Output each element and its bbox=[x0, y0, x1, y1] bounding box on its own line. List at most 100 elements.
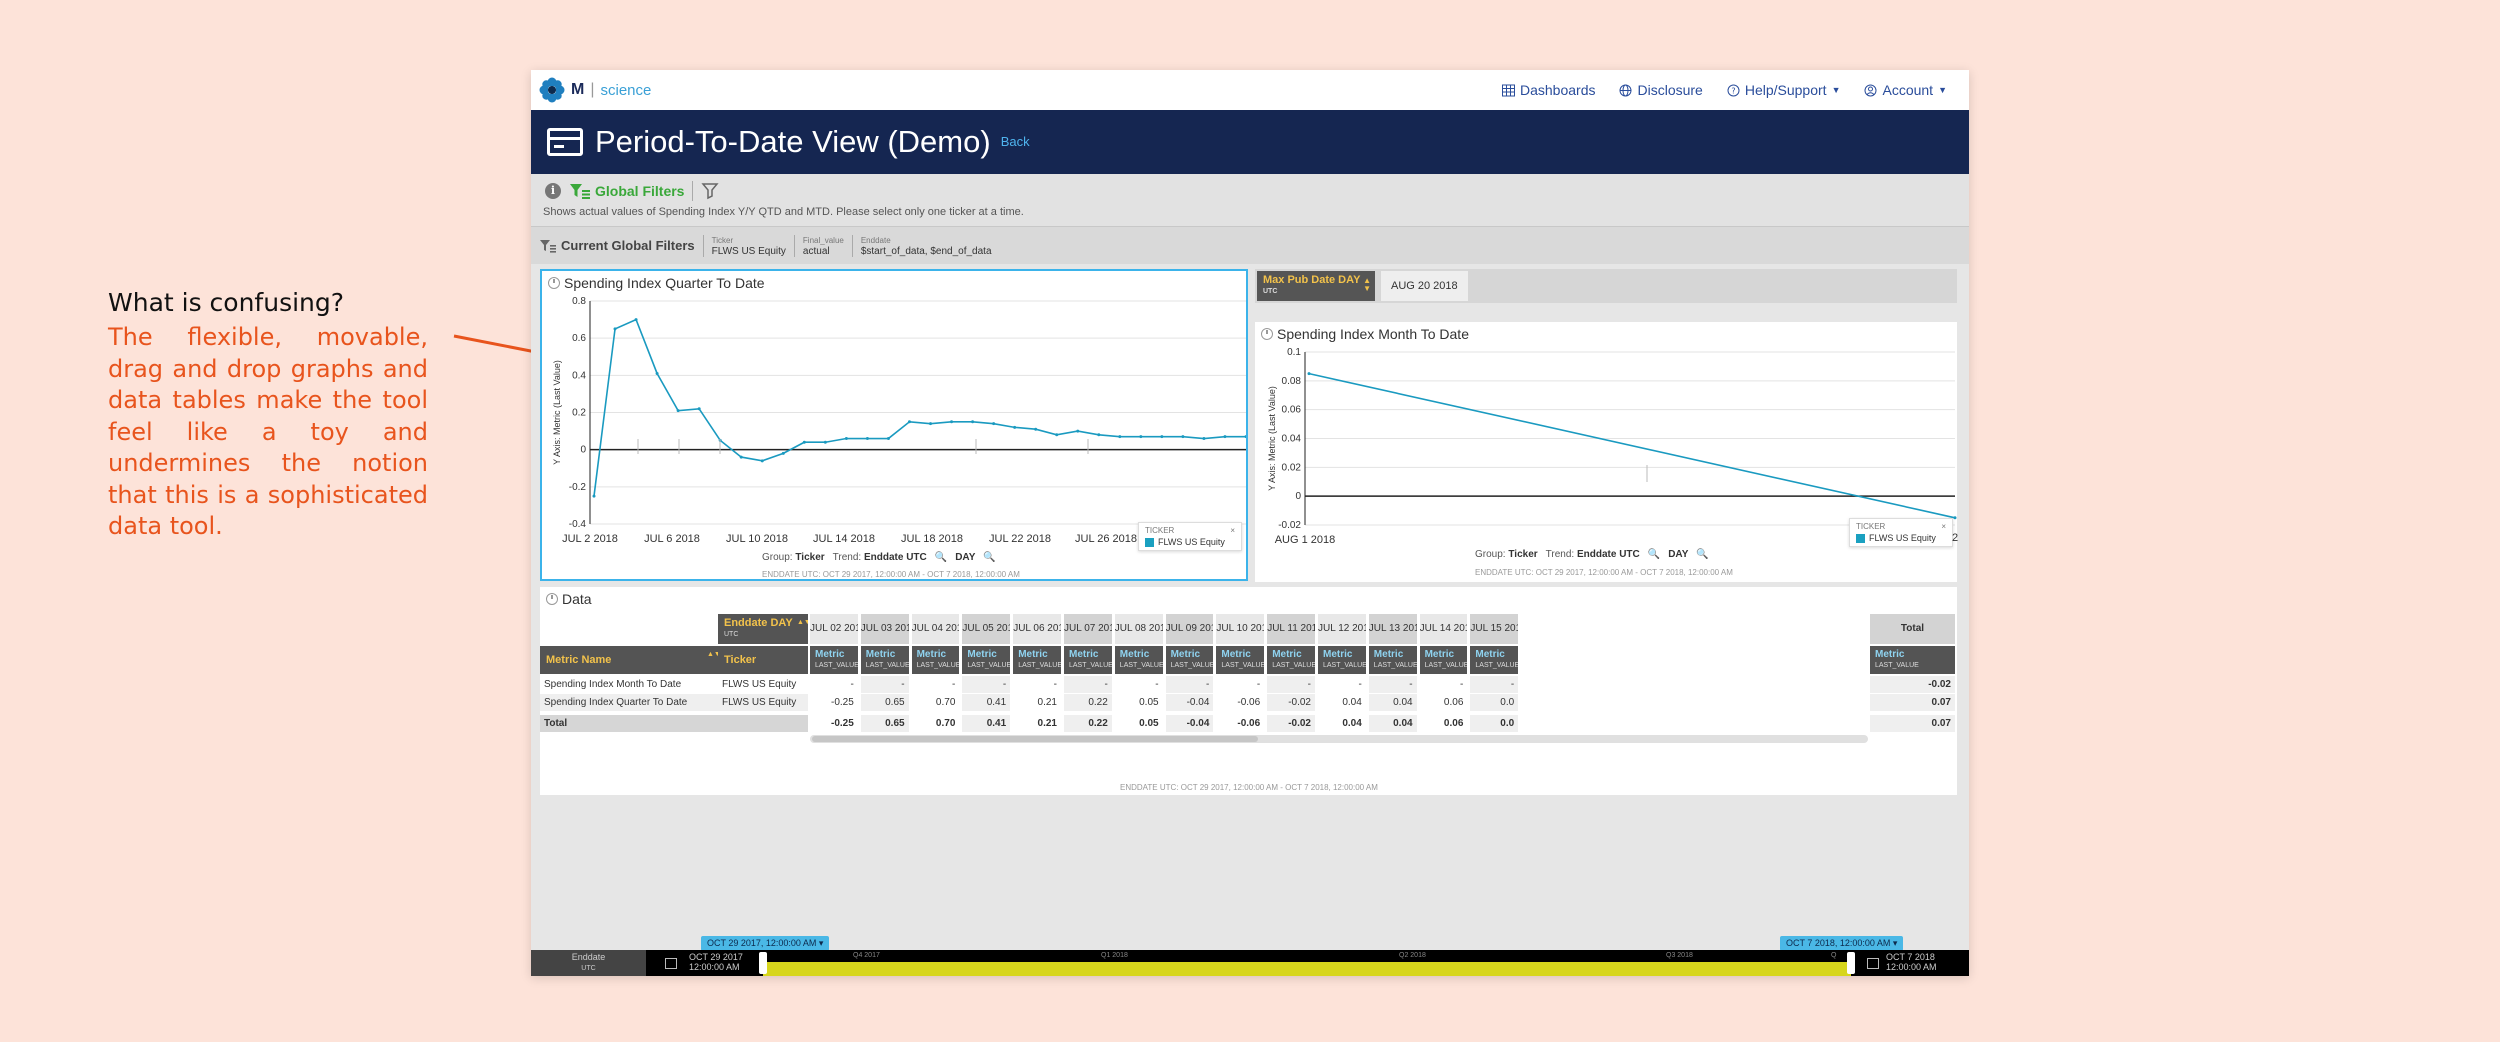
legend-swatch bbox=[1856, 533, 1865, 543]
filter-chip-enddate[interactable]: Enddate $start_of_data, $end_of_data bbox=[851, 234, 992, 257]
y-tick-label: 0.02 bbox=[1282, 462, 1302, 473]
logo-m: M bbox=[571, 81, 585, 98]
nav-help-support[interactable]: ? Help/Support ▼ bbox=[1727, 82, 1840, 98]
table-cell: - bbox=[1155, 679, 1159, 690]
date-column-header[interactable]: JUL 13 2018 bbox=[1368, 614, 1417, 644]
data-footnote: ENDDATE UTC: OCT 29 2017, 12:00:00 AM - … bbox=[1120, 783, 1378, 792]
data-point bbox=[739, 455, 743, 459]
max-pub-sub: UTC bbox=[1263, 288, 1278, 295]
info-icon[interactable]: i bbox=[545, 183, 561, 199]
filter-download-icon[interactable] bbox=[701, 182, 720, 200]
group-control[interactable]: Group: Ticker bbox=[1475, 549, 1538, 560]
data-point bbox=[992, 422, 996, 426]
max-pub-date-label[interactable]: Max Pub Date DAY UTC ▲ ▼ bbox=[1257, 271, 1375, 301]
zoom-in-icon[interactable]: 🔍 bbox=[1696, 549, 1709, 560]
date-range-slider[interactable]: Enddate UTC OCT 29 2017 12:00:00 AM Q4 20… bbox=[531, 950, 1969, 976]
data-panel[interactable]: Data Enddate DAY UTC ▲▼ Metric Name ▲▼ Ticker… bbox=[540, 587, 1957, 795]
date-column-header[interactable]: JUL 15 201 bbox=[1470, 614, 1519, 644]
scrollbar-thumb[interactable] bbox=[812, 736, 1258, 742]
metric-column-header: Metric LAST_VALUE bbox=[1470, 646, 1519, 674]
metric-header-label: Metric bbox=[865, 649, 896, 660]
enddate-label: Enddate DAY bbox=[724, 617, 793, 629]
timeline-range-bar[interactable] bbox=[763, 962, 1851, 976]
timeline-start-date: OCT 29 2017 12:00:00 AM bbox=[689, 952, 743, 972]
zoom-out-icon[interactable]: 🔍 bbox=[934, 552, 948, 563]
mtd-chart-panel[interactable]: Spending Index Month To Date 0.1 0.08 0.06… bbox=[1255, 322, 1958, 582]
period-toggle[interactable]: DAY bbox=[1668, 549, 1689, 560]
date-column-header[interactable]: JUL 03 2018 bbox=[860, 614, 909, 644]
start-date-bubble[interactable]: OCT 29 2017, 12:00:00 AM ▾ bbox=[701, 936, 830, 951]
horizontal-scrollbar[interactable] bbox=[810, 735, 1868, 743]
date-column-header[interactable]: JUL 09 2018 bbox=[1165, 614, 1214, 644]
period-toggle[interactable]: DAY bbox=[955, 552, 976, 563]
total-row-cell: 0.70 bbox=[935, 718, 956, 729]
legend-item-label: FLWS US Equity bbox=[1158, 537, 1225, 547]
date-column-header[interactable]: JUL 06 2018 bbox=[1013, 614, 1061, 644]
data-point bbox=[971, 420, 975, 424]
calendar-icon[interactable] bbox=[665, 958, 677, 969]
date-column-header[interactable]: JUL 08 2018 bbox=[1114, 614, 1163, 644]
metric-name-header[interactable]: Metric Name ▲▼ bbox=[540, 646, 718, 674]
date-column-header[interactable]: JUL 05 2018 bbox=[962, 614, 1011, 644]
max-pub-date-filter[interactable]: Max Pub Date DAY UTC ▲ ▼ AUG 20 2018 bbox=[1255, 269, 1957, 303]
table-row-ticker: FLWS US Equity bbox=[718, 694, 808, 711]
date-column-header[interactable]: JUL 14 2018 bbox=[1419, 614, 1468, 644]
y-tick-label: 0.06 bbox=[1282, 405, 1302, 416]
date-column-header[interactable]: JUL 10 2018 bbox=[1216, 614, 1265, 644]
range-handle-end[interactable] bbox=[1847, 952, 1855, 974]
logo[interactable]: M | science bbox=[539, 77, 651, 103]
range-handle-start[interactable] bbox=[759, 952, 767, 974]
data-point bbox=[781, 451, 785, 455]
metric-header-label: Metric bbox=[1170, 649, 1201, 660]
data-point bbox=[1139, 435, 1143, 439]
table-cell: - bbox=[860, 676, 909, 693]
date-column-header[interactable]: JUL 11 2018 bbox=[1267, 614, 1315, 644]
start-date: OCT 29 2017 bbox=[689, 952, 743, 962]
x-tick-label: JUL 2 2018 bbox=[562, 533, 618, 545]
filter-chip-ticker[interactable]: Ticker FLWS US Equity bbox=[702, 234, 786, 257]
filter-chip-final-value[interactable]: Final_value actual bbox=[793, 234, 844, 257]
group-control[interactable]: Group: Ticker bbox=[762, 552, 825, 563]
ticker-header[interactable]: Ticker bbox=[718, 646, 808, 674]
total-row-cell: 0.04 bbox=[1342, 718, 1362, 729]
data-point bbox=[613, 327, 617, 331]
mtd-line-chart[interactable]: 0.1 0.08 0.06 0.04 0.02 0 -0.02 Y Axis: Metric … bbox=[1255, 322, 1957, 552]
qtd-chart-panel[interactable]: Spending Index Quarter To Date 0.8 0.6 0.4… bbox=[540, 269, 1248, 581]
data-point bbox=[865, 437, 869, 441]
trend-control[interactable]: Trend: Enddate UTC bbox=[833, 552, 927, 563]
global-filters-button[interactable]: Global Filters bbox=[569, 183, 684, 199]
trend-control[interactable]: Trend: Enddate UTC bbox=[1546, 549, 1640, 560]
data-point bbox=[1034, 427, 1038, 431]
qtd-legend[interactable]: TICKER × FLWS US Equity bbox=[1138, 522, 1242, 551]
filter-key: Final_value bbox=[802, 235, 844, 245]
nav-dashboards[interactable]: Dashboards bbox=[1501, 82, 1595, 98]
data-table[interactable]: Enddate DAY UTC ▲▼ Metric Name ▲▼ Ticker JUL 0… bbox=[540, 587, 1957, 767]
date-column-header[interactable]: JUL 12 2018 bbox=[1318, 614, 1366, 644]
y-tick-label: 0.08 bbox=[1282, 376, 1302, 387]
clock-icon bbox=[546, 593, 558, 605]
filter-icon bbox=[570, 184, 590, 199]
qtd-line-chart[interactable]: 0.8 0.6 0.4 0.2 0 -0.2 -0.4 Y Axis: Metric (Las… bbox=[542, 271, 1246, 571]
data-point bbox=[1055, 433, 1059, 437]
close-icon[interactable]: × bbox=[1941, 522, 1946, 531]
close-icon[interactable]: × bbox=[1230, 526, 1235, 535]
quarter-label: Q3 2018 bbox=[1666, 952, 1693, 959]
x-tick-label: JUL 6 2018 bbox=[644, 533, 700, 545]
zoom-in-icon[interactable]: 🔍 bbox=[983, 552, 996, 563]
zoom-out-icon[interactable]: 🔍 bbox=[1647, 549, 1661, 560]
data-point bbox=[1181, 435, 1185, 439]
mtd-chart-title-text: Spending Index Month To Date bbox=[1277, 326, 1469, 342]
enddate-header[interactable]: Enddate DAY UTC ▲▼ bbox=[718, 614, 808, 644]
nav-help-label: Help/Support bbox=[1744, 82, 1827, 98]
end-date-bubble[interactable]: OCT 7 2018, 12:00:00 AM ▾ bbox=[1780, 936, 1904, 951]
back-link[interactable]: Back bbox=[1000, 133, 1030, 149]
data-point bbox=[886, 437, 890, 441]
date-column-header[interactable]: JUL 02 2018 bbox=[810, 614, 858, 644]
nav-disclosure[interactable]: Disclosure bbox=[1619, 82, 1703, 98]
mtd-legend[interactable]: TICKER × FLWS US Equity bbox=[1849, 518, 1953, 547]
date-column-header[interactable]: JUL 07 2018 bbox=[1064, 614, 1112, 644]
calendar-icon[interactable] bbox=[1867, 958, 1879, 969]
chevron-down-icon: ▼ bbox=[1938, 85, 1947, 95]
date-column-header[interactable]: JUL 04 2018 bbox=[911, 614, 960, 644]
nav-account[interactable]: Account ▼ bbox=[1864, 82, 1947, 98]
